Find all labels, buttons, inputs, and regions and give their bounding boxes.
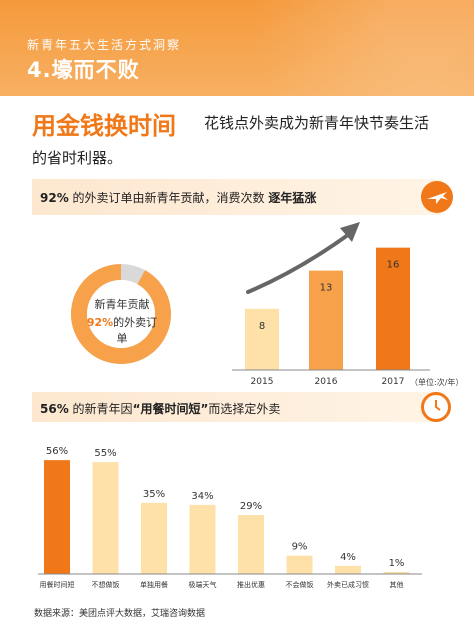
reason-tick-label: 不想做饭 bbox=[92, 580, 120, 589]
reason-bar-2 bbox=[141, 502, 167, 574]
header-banner: 新青年五大生活方式洞察 4.壕而不败 bbox=[0, 0, 474, 96]
reason-bar-6 bbox=[335, 565, 361, 574]
section2-text-b: 而选择定外卖 bbox=[208, 402, 281, 416]
year-bar-label: 16 bbox=[387, 260, 400, 271]
year-bar-2016 bbox=[309, 270, 343, 370]
section1-text: 92% 的外卖订单由新青年贡献，消费次数 逐年猛涨 bbox=[40, 189, 316, 206]
reason-bar-label: 1% bbox=[389, 558, 405, 569]
reason-bar-1 bbox=[92, 462, 119, 574]
section2-text-a: 的新青年因 bbox=[68, 402, 133, 416]
year-tick-label: 2015 bbox=[251, 377, 274, 387]
header-decoration bbox=[0, 0, 474, 96]
growth-arrow-head bbox=[340, 222, 360, 242]
reason-bar-7 bbox=[383, 571, 410, 574]
year-bar-2015 bbox=[245, 308, 279, 370]
donut-label-pct: 92% bbox=[86, 316, 114, 329]
reason-bar-0 bbox=[44, 460, 70, 574]
reason-tick-label: 极端天气 bbox=[189, 580, 217, 589]
section2-text: 56% 的新青年因“用餐时间短”而选择定外卖 bbox=[40, 400, 280, 417]
reason-bar-label: 56% bbox=[46, 446, 68, 457]
header-subtitle: 新青年五大生活方式洞察 bbox=[27, 38, 182, 52]
headline-main: 用金钱换时间 bbox=[32, 112, 176, 140]
section1-text-mid: 的外卖订单由新青年贡献，消费次数 bbox=[68, 191, 269, 205]
reason-tick-label: 用餐时间短 bbox=[40, 580, 75, 589]
headline-rest-line2: 的省时利器。 bbox=[32, 149, 123, 167]
unit-note: （单位:次/年） bbox=[410, 378, 464, 387]
reason-tick-label: 外卖已成习惯 bbox=[327, 580, 369, 589]
reason-tick-label: 推出优惠 bbox=[237, 580, 265, 589]
year-tick-label: 2016 bbox=[315, 377, 338, 387]
reason-bar-label: 55% bbox=[94, 448, 116, 459]
donut-label-bottom: 92%的外卖订单 bbox=[86, 314, 158, 346]
donut-share-arc bbox=[71, 264, 171, 364]
plane-icon bbox=[421, 181, 453, 213]
reason-bar-4 bbox=[238, 515, 264, 574]
reason-tick-label: 单独用餐 bbox=[140, 580, 168, 589]
reason-tick-label: 其他 bbox=[390, 580, 404, 589]
reason-bar-5 bbox=[286, 555, 313, 574]
reason-bar-label: 35% bbox=[143, 489, 165, 500]
year-bar-label: 8 bbox=[259, 321, 265, 332]
clock-icon bbox=[421, 392, 451, 422]
reason-bar-label: 9% bbox=[292, 542, 308, 553]
growth-arrow-line bbox=[246, 230, 354, 294]
section1-pct: 92% bbox=[40, 191, 69, 205]
data-source: 数据来源：美团点评大数据，艾瑞咨询数据 bbox=[34, 609, 206, 619]
donut-label-top: 新青年贡献 bbox=[94, 298, 150, 311]
reason-bar-3 bbox=[189, 504, 216, 574]
section1-text-bold: 逐年猛涨 bbox=[268, 191, 317, 205]
section1-banner: 92% 的外卖订单由新青年贡献，消费次数 逐年猛涨 bbox=[32, 179, 442, 215]
section2-text-quote: “用餐时间短” bbox=[132, 402, 209, 416]
year-bar-label: 13 bbox=[320, 283, 333, 294]
year-bar-2017 bbox=[376, 247, 410, 370]
reason-bar-label: 4% bbox=[340, 552, 356, 563]
headline-rest-line1: 花钱点外卖成为新青年快节奏生活 bbox=[204, 114, 430, 132]
section2-pct: 56% bbox=[40, 402, 69, 416]
donut-label-rest: 的外卖订单 bbox=[113, 316, 158, 345]
reason-tick-label: 不会做饭 bbox=[286, 580, 314, 589]
year-tick-label: 2017 bbox=[382, 377, 405, 387]
section2-banner: 56% 的新青年因“用餐时间短”而选择定外卖 bbox=[32, 392, 442, 422]
donut-center bbox=[87, 280, 155, 348]
reason-bar-label: 34% bbox=[191, 491, 213, 502]
reason-bar-label: 29% bbox=[240, 501, 262, 512]
header-title: 4.壕而不败 bbox=[27, 58, 140, 82]
